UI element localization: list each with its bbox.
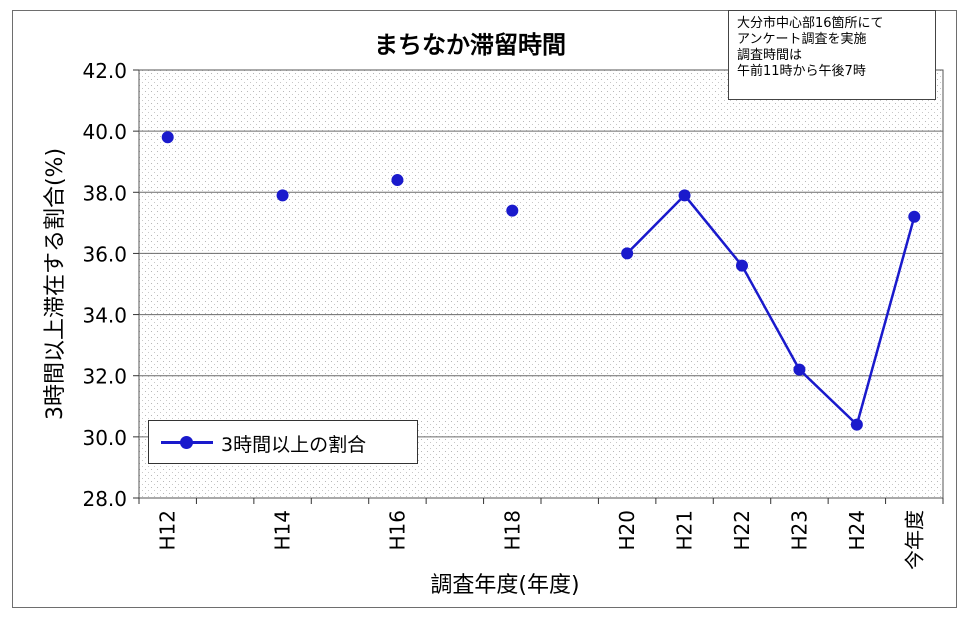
x-tick-label: H20: [615, 510, 639, 551]
data-point: [678, 189, 691, 202]
note-line: 午前11時から午後7時: [737, 64, 866, 79]
x-tick-label: H24: [845, 510, 869, 551]
x-axis-title: 調査年度(年度): [430, 573, 579, 598]
series-line: [626, 193, 916, 427]
y-tick-label: 34.0: [82, 304, 127, 328]
data-point: [793, 363, 806, 376]
x-tick-label: H21: [673, 510, 697, 551]
x-tick-label: H14: [271, 510, 295, 551]
note-line: アンケート調査を実施: [737, 32, 867, 47]
data-point: [850, 418, 863, 431]
legend: 3時間以上の割合: [148, 420, 418, 464]
y-tick-label: 42.0: [82, 59, 127, 83]
data-point: [908, 210, 921, 223]
y-tick-label: 30.0: [82, 426, 127, 450]
legend-marker: [180, 436, 193, 449]
x-tick-label: H22: [730, 510, 754, 551]
chart-title: まちなか滞留時間: [374, 31, 566, 59]
data-point: [276, 189, 289, 202]
note-line: 大分市中心部16箇所にて: [737, 16, 884, 31]
note-line: 調査時間は: [737, 48, 803, 63]
y-tick-label: 32.0: [82, 365, 127, 389]
x-tick-label: H12: [156, 510, 180, 551]
data-point: [391, 174, 404, 187]
data-point: [161, 131, 174, 144]
x-tick-label: H18: [500, 510, 524, 551]
y-tick-label: 28.0: [82, 487, 127, 511]
y-axis-title: 3時間以上滞在する割合(%): [43, 148, 68, 420]
y-tick-label: 38.0: [82, 181, 127, 205]
x-tick-label: H23: [787, 510, 811, 551]
x-tick-label: H16: [385, 510, 409, 551]
data-point: [621, 247, 634, 260]
y-tick-label: 40.0: [82, 120, 127, 144]
x-tick-label: 今年度: [902, 510, 926, 570]
y-tick-label: 36.0: [82, 242, 127, 266]
survey-note: 大分市中心部16箇所にて アンケート調査を実施 調査時間は 午前11時から午後7…: [728, 10, 936, 100]
data-point: [506, 204, 519, 217]
legend-label: 3時間以上の割合: [221, 434, 367, 456]
data-point: [736, 259, 748, 272]
